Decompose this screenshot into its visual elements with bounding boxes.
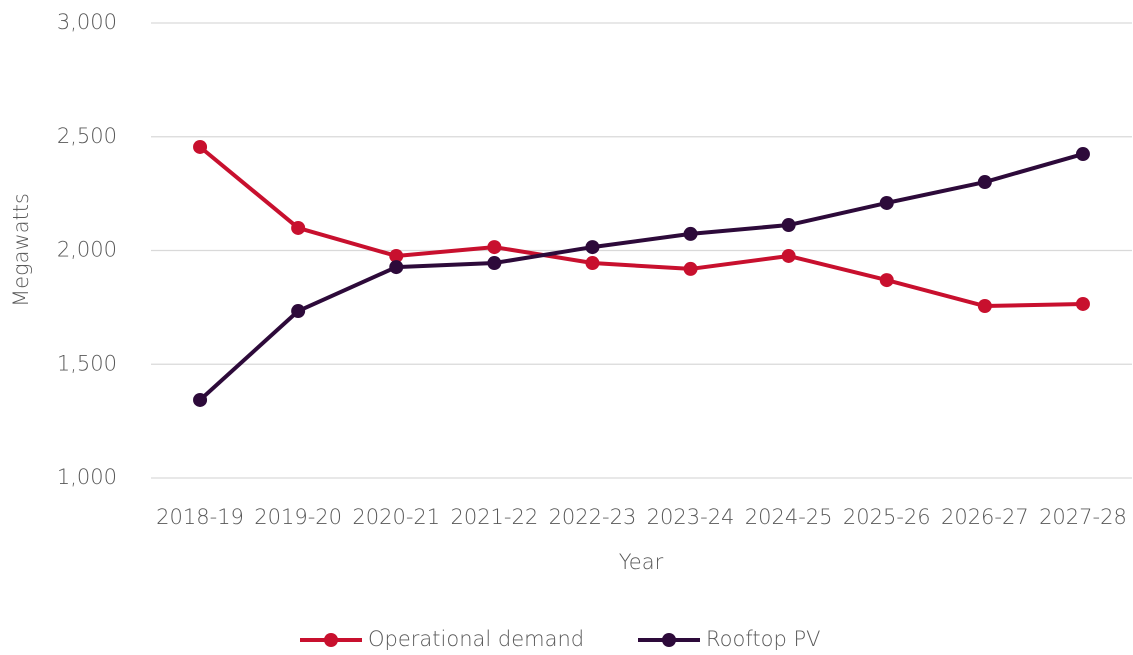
x-tick-label: 2019-20 — [254, 505, 342, 529]
point — [291, 304, 306, 319]
x-axis-title: Year — [619, 550, 664, 574]
series-line — [198, 145, 1083, 309]
y-tick-label: 1,000 — [57, 465, 117, 489]
point — [193, 392, 208, 407]
legend-marker — [324, 633, 338, 647]
x-tick-label: 2026-27 — [941, 505, 1029, 529]
point — [683, 261, 698, 276]
point — [977, 299, 992, 314]
x-tick-label: 2024-25 — [745, 505, 833, 529]
point — [1075, 147, 1090, 162]
legend-marker — [662, 633, 676, 647]
y-tick-label: 3,000 — [57, 10, 117, 34]
legend-label: Operational demand — [368, 627, 584, 651]
x-tick-label: 2021-22 — [450, 505, 538, 529]
point — [781, 248, 796, 263]
point — [585, 240, 600, 255]
series-line — [198, 152, 1084, 402]
point — [389, 260, 404, 275]
point — [1075, 296, 1090, 311]
x-tick-label: 2018-19 — [156, 505, 244, 529]
point — [291, 220, 306, 235]
x-tick-label: 2022-23 — [549, 505, 637, 529]
legend-label: Rooftop PV — [706, 627, 821, 651]
x-tick-label: 2023-24 — [647, 505, 735, 529]
point — [683, 226, 698, 241]
x-tick-label: 2020-21 — [352, 505, 440, 529]
point — [879, 195, 894, 210]
x-tick-label: 2025-26 — [843, 505, 931, 529]
y-tick-label: 1,500 — [57, 351, 117, 375]
point — [389, 248, 404, 263]
y-tick-label: 2,000 — [57, 238, 117, 262]
point — [879, 273, 894, 288]
point — [193, 139, 208, 154]
point — [781, 218, 796, 233]
point — [585, 256, 600, 271]
x-tick-label: 2027-28 — [1039, 505, 1127, 529]
point — [977, 175, 992, 190]
point — [487, 256, 502, 271]
y-tick-label: 2,500 — [57, 124, 117, 148]
point — [487, 240, 502, 255]
y-axis-title: Megawatts — [9, 193, 33, 307]
